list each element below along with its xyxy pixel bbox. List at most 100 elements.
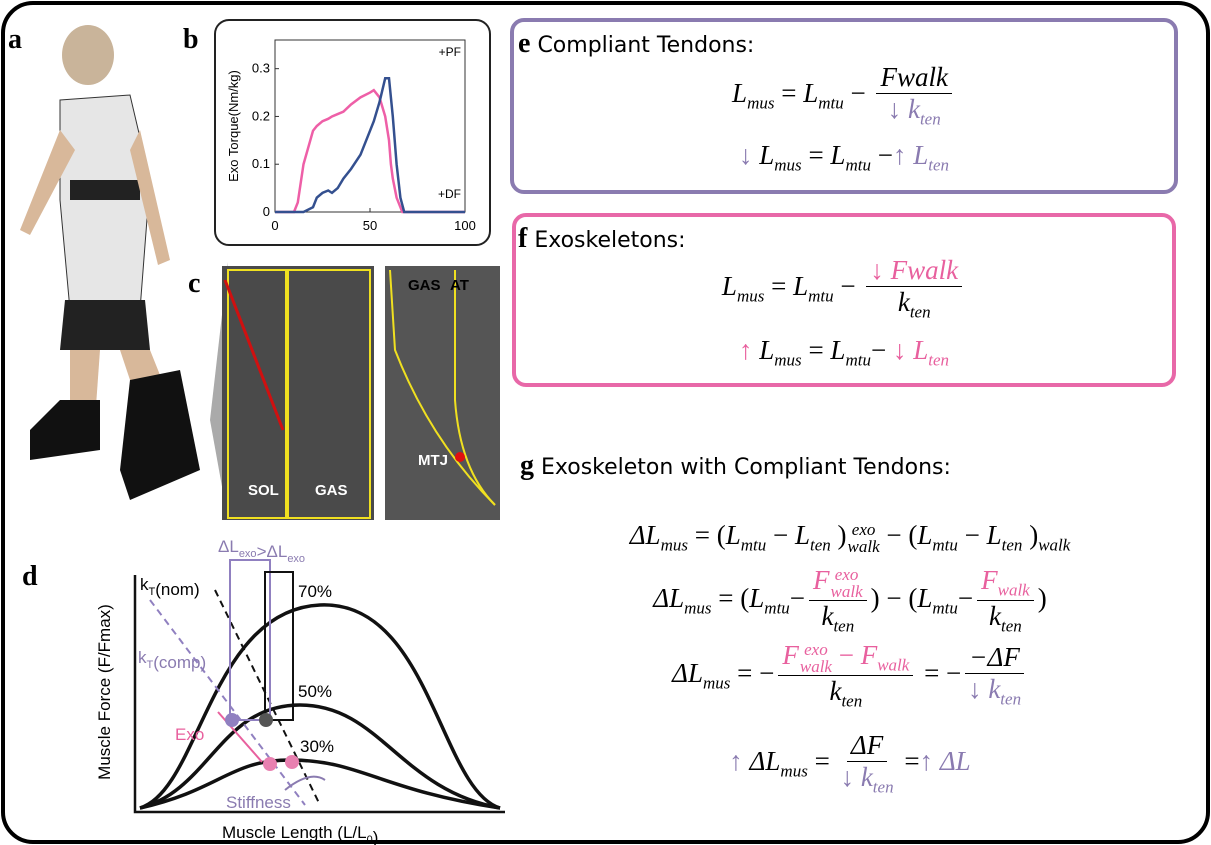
muscle-label: GAS	[315, 482, 348, 499]
y-axis-label: Muscle Force (F/Fmax)	[95, 604, 114, 780]
math-token: =	[802, 140, 831, 170]
math-text: L	[913, 335, 928, 365]
fraction: Fwalk↓ kten	[876, 62, 952, 129]
math-token: −	[832, 640, 861, 670]
math-token: Fwalk	[861, 640, 910, 670]
math-text: ΔL	[630, 520, 661, 550]
math-text: L	[830, 140, 845, 170]
subscript: walk	[998, 580, 1030, 599]
math-text: k	[908, 94, 920, 124]
math-token: −	[871, 140, 893, 170]
math-text: ΔL	[750, 746, 781, 776]
subscript: mtu	[764, 598, 790, 617]
math-token: −ΔF	[969, 642, 1020, 672]
diagram-label: Exo	[175, 725, 204, 744]
torque-line	[275, 90, 465, 212]
diagram-label: 70%	[298, 582, 332, 601]
equation: ΔLmus = (Lmtu−Fexowalkkten) − (Lmtu−Fwal…	[490, 565, 1210, 637]
subscript: ten	[928, 350, 949, 369]
panel-b: 05010000.10.20.3Exo Torque(Nm/kg)+PF+DF	[226, 40, 476, 233]
math-text: =	[808, 746, 837, 776]
math-text: L	[795, 520, 810, 550]
panel-label: g	[520, 450, 534, 481]
diagram-label: kT(nom)	[140, 575, 200, 599]
math-text: k	[821, 601, 833, 631]
math-token: = (	[712, 583, 750, 613]
math-token: −	[844, 78, 873, 108]
math-token: = −	[730, 658, 774, 688]
math-text: F	[861, 640, 878, 670]
math-token: ↓	[841, 762, 861, 792]
math-text: L	[759, 140, 774, 170]
subscript: mus	[737, 286, 764, 305]
math-text: L	[913, 140, 928, 170]
math-token: =	[808, 746, 837, 776]
math-text: =	[802, 140, 831, 170]
math-text: k	[989, 601, 1001, 631]
math-token: Fexowalk	[813, 565, 863, 595]
panel-label: b	[183, 24, 199, 55]
axes	[275, 40, 465, 212]
math-token: kten	[861, 762, 894, 792]
math-token: )walk	[1022, 520, 1070, 550]
panel-title: Compliant Tendons:	[537, 33, 754, 58]
math-token: ΔLmus	[653, 583, 711, 613]
label-part: ΔL	[218, 537, 239, 556]
math-token: −	[958, 520, 987, 550]
denominator: ↓ kten	[841, 762, 894, 797]
math-token: Lmtu	[830, 140, 871, 170]
math-text: ) − (	[871, 583, 918, 613]
math-text: −	[834, 271, 863, 301]
label-part: >ΔL	[257, 542, 288, 561]
subscript: mtu	[932, 598, 958, 617]
label-part: Muscle Length (L/L	[222, 823, 367, 842]
annotation: +DF	[438, 187, 461, 201]
math-token: kten	[829, 676, 862, 706]
subscript: ten	[928, 155, 949, 174]
math-text: =	[774, 78, 803, 108]
math-token: =	[802, 335, 831, 365]
math-text: k	[898, 287, 910, 317]
math-token: Fwalk	[981, 565, 1030, 595]
subscript: exo	[239, 548, 257, 560]
math-text: −	[871, 140, 893, 170]
math-token: Lten	[913, 335, 949, 365]
subscript: mus	[774, 350, 801, 369]
math-token: Lmus	[759, 140, 801, 170]
y-tick-label: 0	[263, 204, 270, 219]
math-text: ↓	[968, 674, 988, 704]
equation: ↓ Lmus = Lmtu −↑ Lten	[510, 140, 1178, 175]
math-token: = (	[688, 520, 726, 550]
denominator: kten	[898, 287, 931, 322]
diagram-label: Stiffness	[226, 793, 291, 812]
torque-line	[275, 78, 465, 212]
equation: Lmus = Lmtu − ↓ Fwalkkten	[512, 255, 1176, 322]
label-part: (comp)	[153, 653, 206, 672]
math-text: ↓	[739, 140, 759, 170]
numerator: ΔF	[847, 730, 887, 762]
subscript: mus	[780, 761, 807, 780]
math-text: =	[898, 746, 920, 776]
subscript: ten	[1000, 690, 1021, 709]
diagram-label: 50%	[298, 682, 332, 701]
diagram-label: Muscle Length (L/L0)	[222, 823, 378, 845]
math-token: ) − (	[871, 583, 918, 613]
math-token: ↑	[729, 746, 749, 776]
superscript: exo	[800, 641, 832, 658]
math-text: ΔL	[672, 658, 703, 688]
math-token: ↓	[739, 140, 759, 170]
subscript: ten	[810, 535, 831, 554]
y-tick-label: 0.3	[252, 61, 270, 76]
math-token: −	[834, 271, 863, 301]
fraction: Fexowalk − Fwalk kten	[778, 640, 913, 712]
panel-label: d	[22, 561, 38, 592]
math-token: Lten	[795, 520, 831, 550]
panel-label: e	[518, 28, 530, 59]
math-token: Lmus	[759, 335, 801, 365]
math-text: L	[830, 335, 845, 365]
panel-label: a	[8, 24, 22, 55]
